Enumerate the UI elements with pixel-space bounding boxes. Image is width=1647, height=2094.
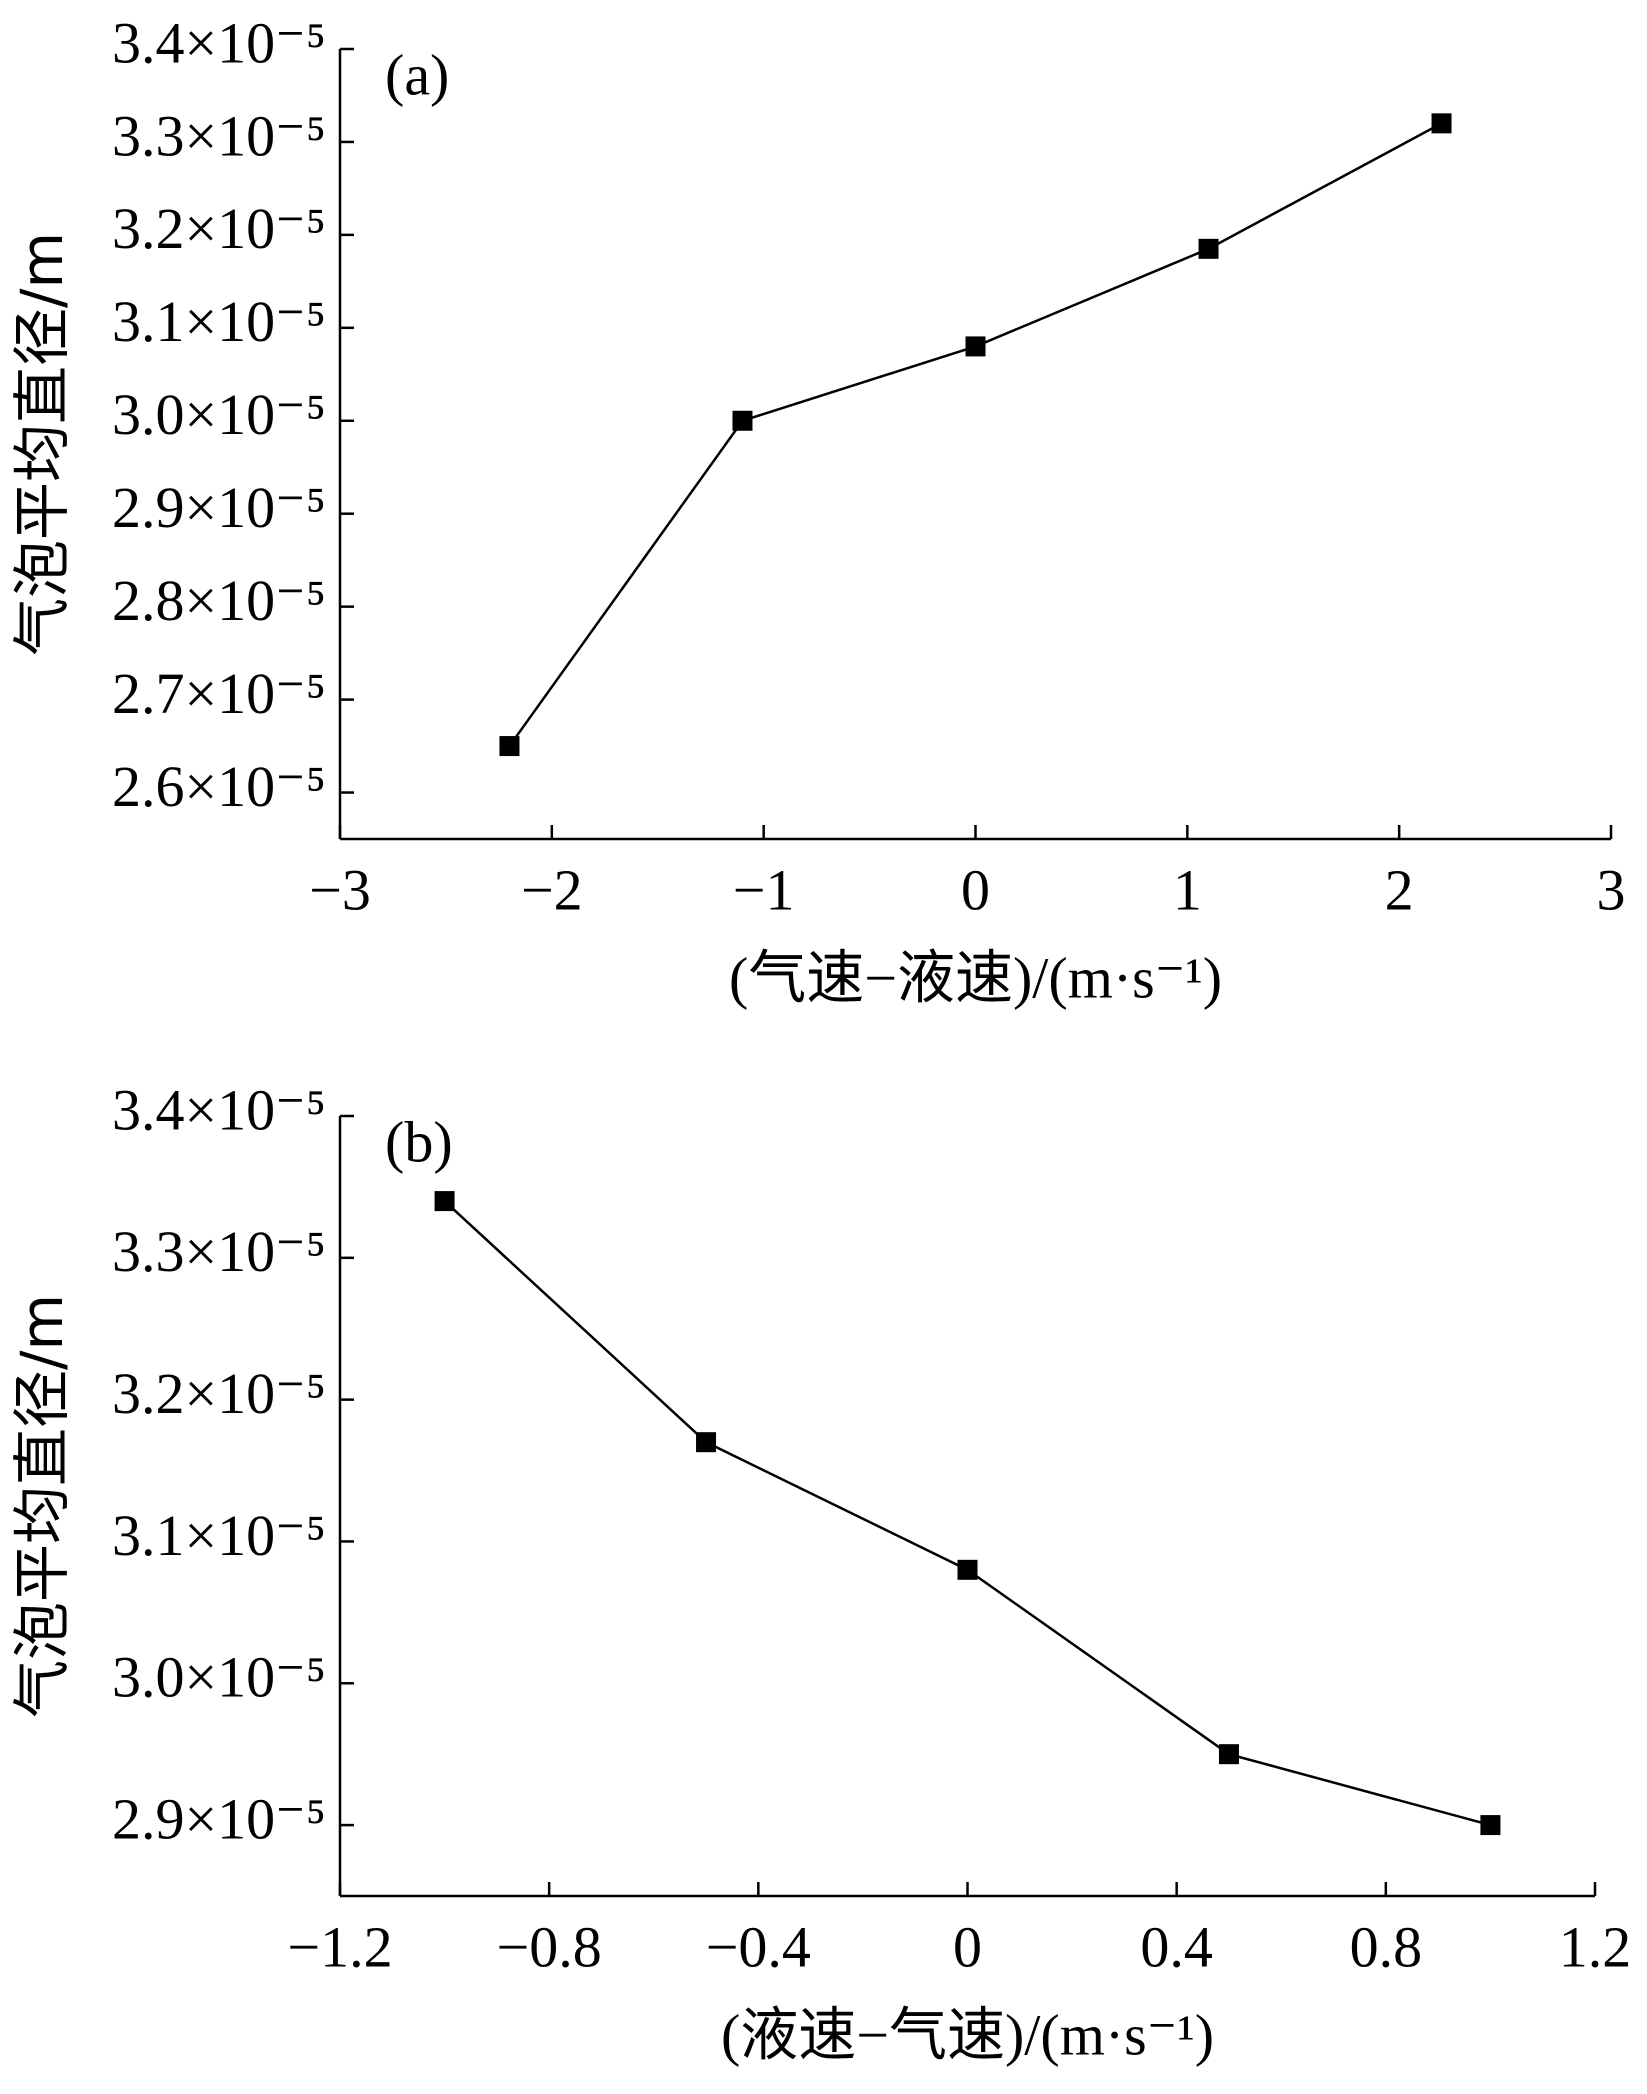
line: [508, 122, 1443, 747]
marker: [696, 1432, 717, 1453]
marker: [1218, 1744, 1239, 1765]
y-tick-label: 3.1×10⁻⁵: [112, 1503, 326, 1568]
x-tick-label: −1.2: [287, 1914, 392, 1979]
marker: [434, 1191, 455, 1212]
x-axis-label: (气速−液速)/(m·s⁻¹): [729, 945, 1222, 1010]
y-tick-label: 2.9×10⁻⁵: [112, 1786, 326, 1851]
marker: [499, 736, 520, 757]
x-tick-label: 1: [1173, 857, 1202, 922]
x-tick-label: 2: [1385, 857, 1414, 922]
y-tick-label: 2.8×10⁻⁵: [112, 568, 326, 633]
y-tick-label: 3.2×10⁻⁵: [112, 196, 326, 261]
y-tick-label: 3.4×10⁻⁵: [112, 1077, 326, 1142]
panel-label: (b): [385, 1109, 453, 1174]
x-tick-label: −3: [309, 857, 371, 922]
x-tick-label: −1: [733, 857, 795, 922]
x-tick-label: 0: [953, 1914, 982, 1979]
x-tick-label: −0.8: [497, 1914, 602, 1979]
marker: [1431, 113, 1452, 134]
marker: [965, 336, 986, 357]
marker: [957, 1559, 978, 1580]
y-tick-label: 3.3×10⁻⁵: [112, 103, 326, 168]
x-tick-label: 1.2: [1559, 1914, 1632, 1979]
y-axis-label: 气泡平均直径/m: [8, 1294, 76, 1718]
y-tick-label: 3.3×10⁻⁵: [112, 1219, 326, 1284]
y-tick-label: 3.2×10⁻⁵: [112, 1361, 326, 1426]
y-tick-label: 2.7×10⁻⁵: [112, 661, 326, 726]
marker: [1480, 1815, 1501, 1836]
marker: [1198, 238, 1219, 259]
x-tick-label: −0.4: [706, 1914, 811, 1979]
x-tick-label: 0.4: [1140, 1914, 1213, 1979]
x-tick-label: 3: [1597, 857, 1626, 922]
y-tick-label: 3.4×10⁻⁵: [112, 10, 326, 75]
y-tick-label: 2.9×10⁻⁵: [112, 475, 326, 540]
x-axis-label: (液速−气速)/(m·s⁻¹): [721, 2002, 1214, 2067]
x-tick-label: 0.8: [1350, 1914, 1423, 1979]
y-tick-label: 3.0×10⁻⁵: [112, 382, 326, 447]
y-tick-label: 2.6×10⁻⁵: [112, 754, 326, 819]
line: [443, 1200, 1491, 1827]
marker: [732, 410, 753, 431]
panel-label: (a): [385, 42, 449, 107]
y-tick-label: 3.1×10⁻⁵: [112, 289, 326, 354]
x-tick-label: −2: [521, 857, 583, 922]
x-tick-label: 0: [961, 857, 990, 922]
y-axis-label: 气泡平均直径/m: [8, 232, 76, 656]
y-tick-label: 3.0×10⁻⁵: [112, 1645, 326, 1710]
